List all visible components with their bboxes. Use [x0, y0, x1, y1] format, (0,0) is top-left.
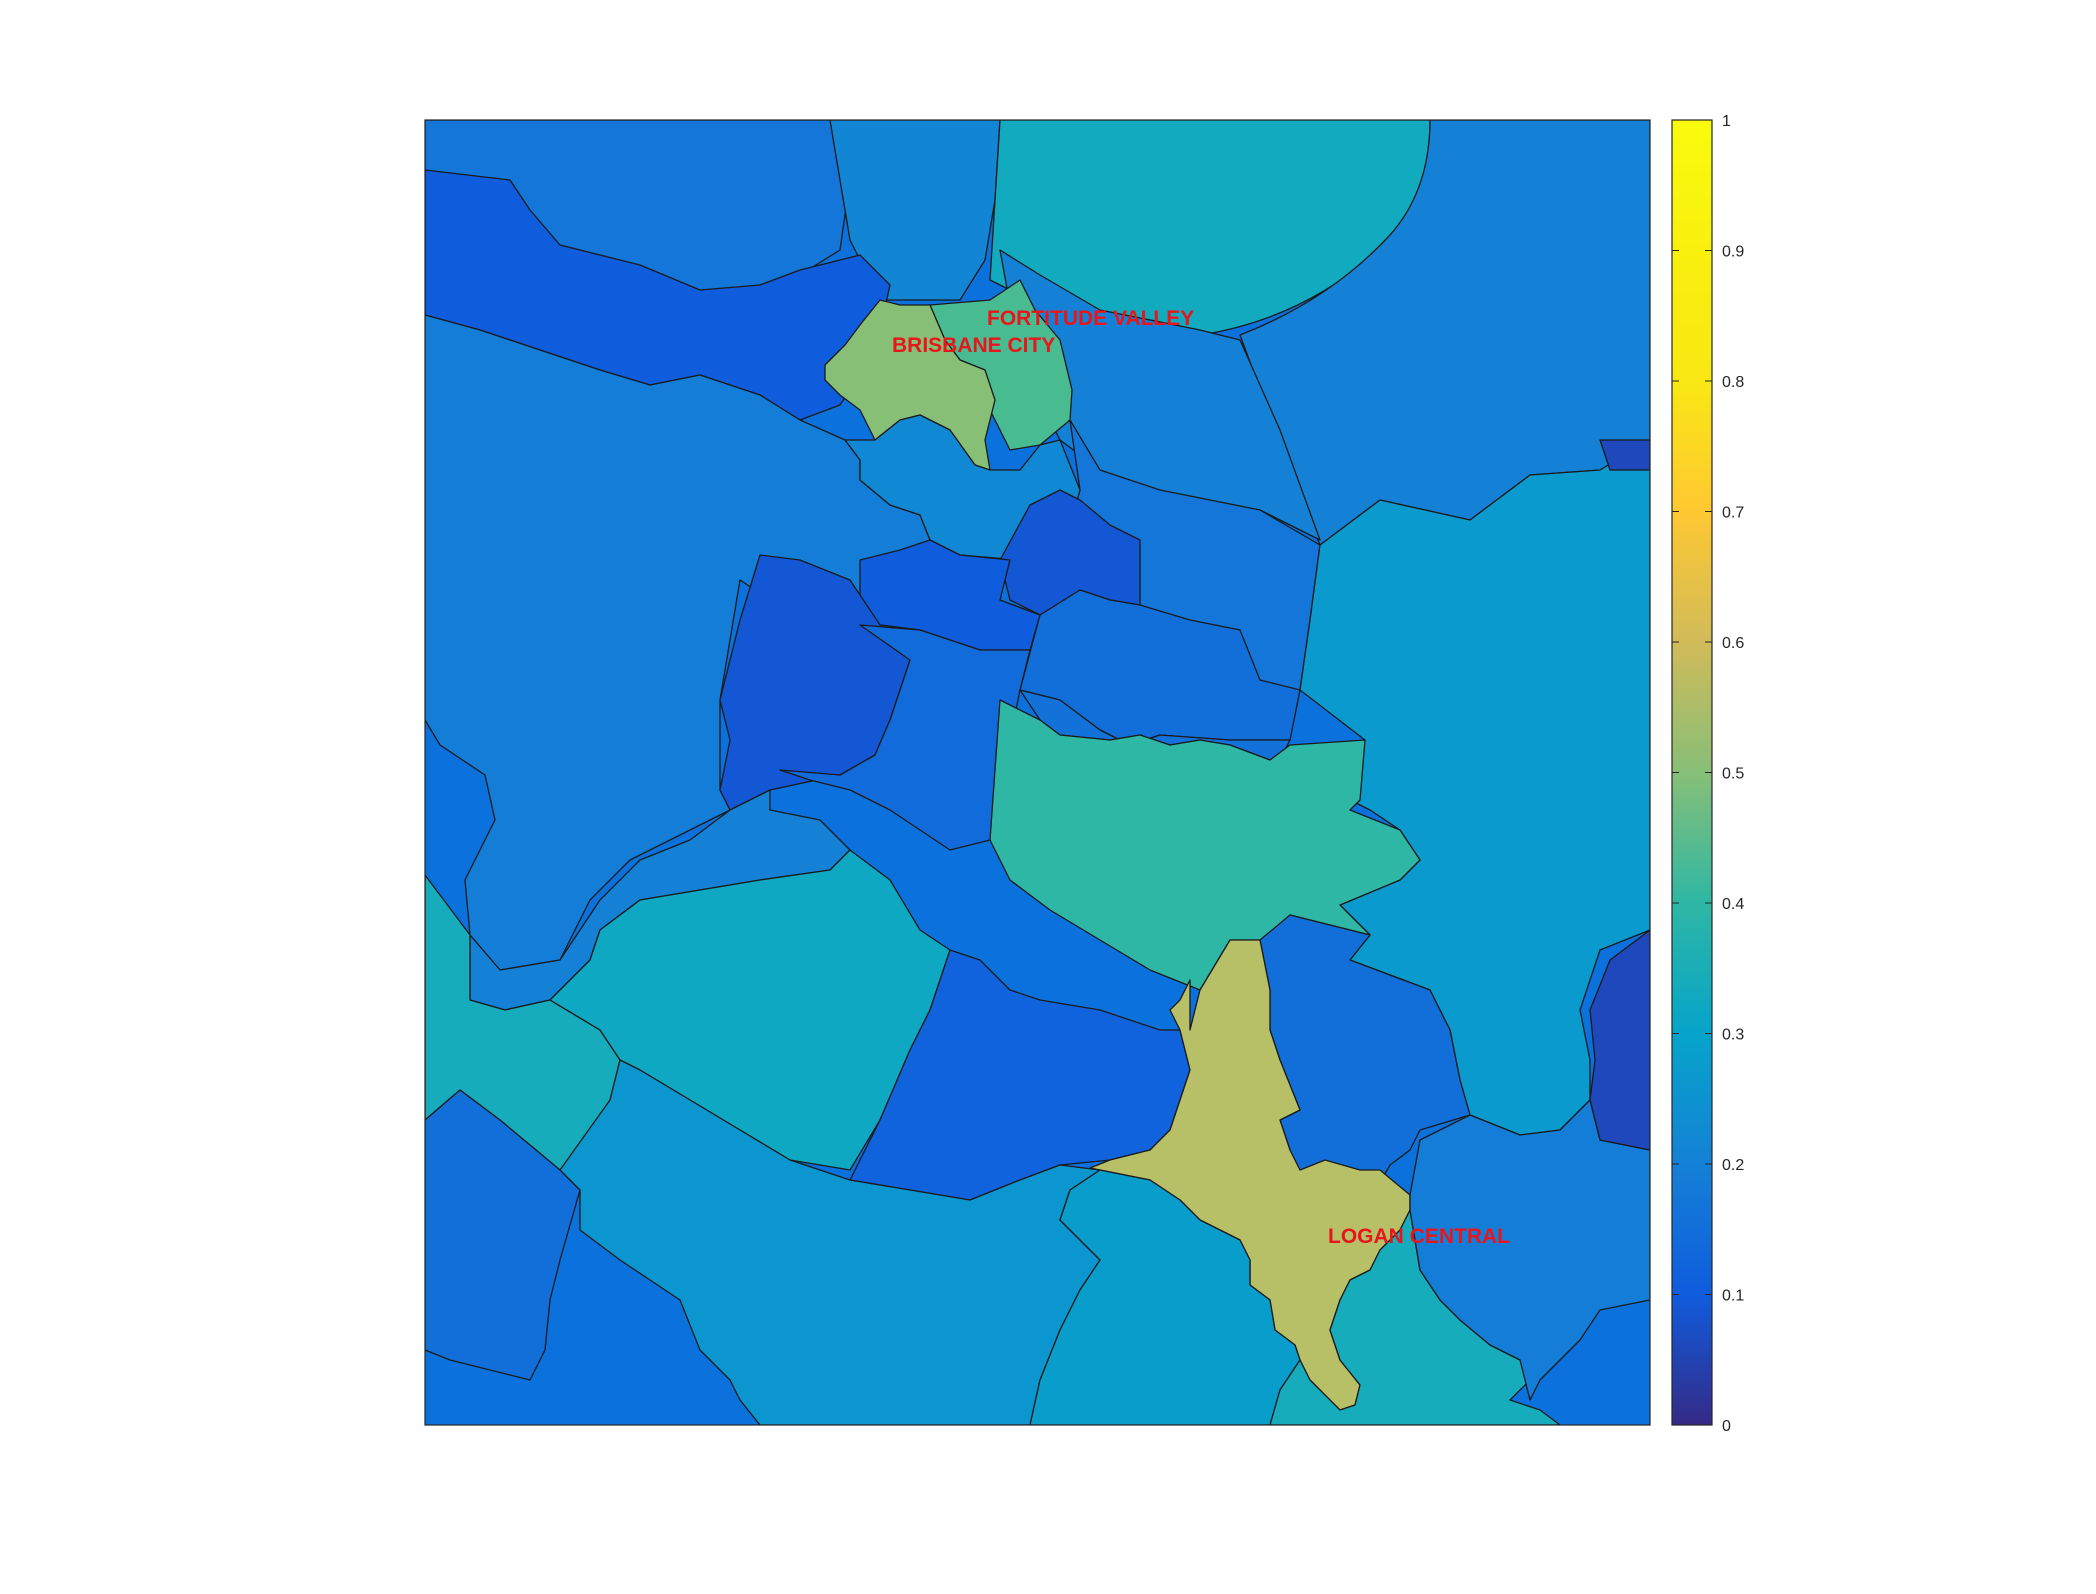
- colorbar-tick-label: 1: [1722, 113, 1731, 130]
- colorbar-ticks: 0 0.1 0.2 0.3 0.4 0.5 0.6 0.7 0.8 0.9 1: [1672, 113, 1744, 1435]
- colorbar-tick-label: 0.1: [1722, 1288, 1744, 1305]
- label-brisbane-city: BRISBANE CITY: [892, 334, 1055, 357]
- colorbar-tick-label: 0.9: [1722, 244, 1744, 261]
- region[interactable]: [425, 1089, 581, 1381]
- region[interactable]: [1409, 1099, 1650, 1401]
- map-regions: [425, 120, 1650, 1425]
- label-fortitude-valley: FORTITUDE VALLEY: [987, 307, 1194, 330]
- colorbar-tick-label: 0.2: [1722, 1157, 1744, 1174]
- colorbar-tick-label: 0.5: [1722, 766, 1744, 783]
- colorbar-tick-label: 0.4: [1722, 896, 1744, 913]
- colorbar-tick-label: 0.8: [1722, 374, 1744, 391]
- colorbar-tick-label: 0: [1722, 1418, 1731, 1435]
- colorbar: 0 0.1 0.2 0.3 0.4 0.5 0.6 0.7 0.8 0.9 1: [1671, 113, 1744, 1435]
- region[interactable]: [989, 699, 1421, 991]
- colorbar-tick-label: 0.7: [1722, 505, 1744, 522]
- label-logan-central: LOGAN CENTRAL: [1328, 1225, 1510, 1248]
- region[interactable]: [1269, 1209, 1561, 1425]
- map-labels: FORTITUDE VALLEY BRISBANE CITY LOGAN CEN…: [892, 307, 1510, 1248]
- region[interactable]: [779, 624, 1031, 851]
- colorbar-tick-label: 0.3: [1722, 1027, 1744, 1044]
- region[interactable]: [1589, 929, 1650, 1151]
- colorbar-tick-label: 0.6: [1722, 635, 1744, 652]
- map-axis-frame: [424, 119, 1651, 1426]
- region[interactable]: [1599, 439, 1650, 471]
